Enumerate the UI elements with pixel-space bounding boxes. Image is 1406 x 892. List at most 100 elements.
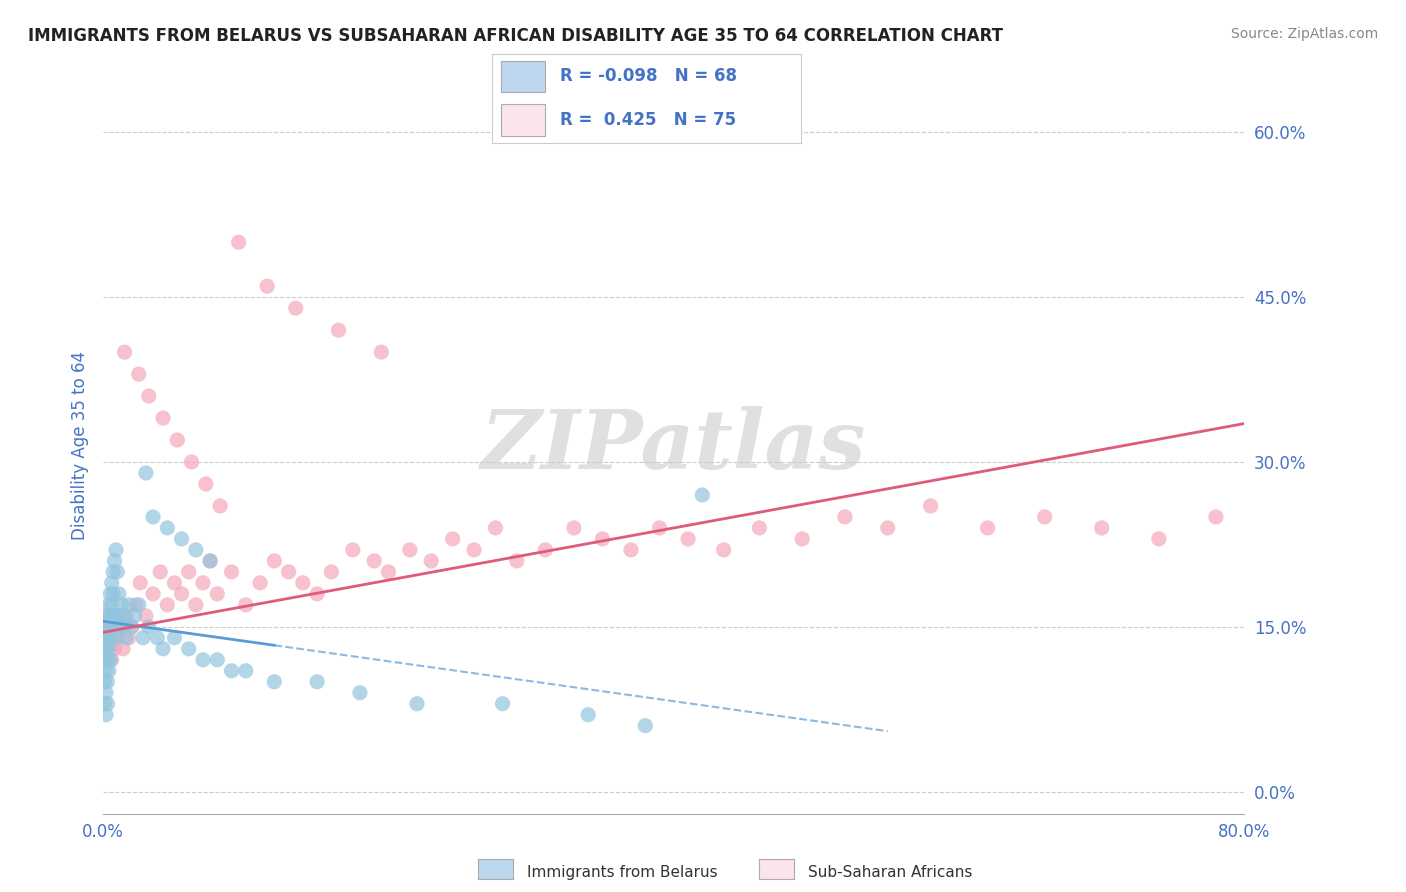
Point	[180, 455, 202, 469]
Point	[138, 389, 160, 403]
Point	[1091, 521, 1114, 535]
Point	[124, 608, 146, 623]
Point	[94, 707, 117, 722]
Point	[100, 620, 122, 634]
Point	[263, 554, 285, 568]
Point	[1147, 532, 1170, 546]
Point	[114, 608, 136, 623]
Point	[98, 608, 121, 623]
Point	[93, 697, 115, 711]
Point	[748, 521, 770, 535]
Point	[491, 697, 513, 711]
Point	[163, 631, 186, 645]
Y-axis label: Disability Age 35 to 64: Disability Age 35 to 64	[72, 351, 89, 540]
Point	[101, 587, 124, 601]
Point	[209, 499, 232, 513]
Point	[93, 674, 115, 689]
Point	[648, 521, 671, 535]
Point	[115, 608, 138, 623]
Point	[370, 345, 392, 359]
Point	[142, 510, 165, 524]
Point	[97, 620, 120, 634]
Point	[128, 598, 150, 612]
FancyBboxPatch shape	[502, 61, 544, 92]
Point	[98, 631, 121, 645]
Point	[249, 575, 271, 590]
Point	[97, 641, 120, 656]
Point	[834, 510, 856, 524]
Point	[207, 587, 229, 601]
Point	[194, 477, 217, 491]
Text: Sub-Saharan Africans: Sub-Saharan Africans	[808, 865, 973, 880]
Point	[377, 565, 399, 579]
Point	[96, 653, 118, 667]
Point	[198, 554, 221, 568]
Point	[184, 598, 207, 612]
Point	[692, 488, 714, 502]
Point	[105, 565, 128, 579]
Point	[152, 641, 174, 656]
Text: Source: ZipAtlas.com: Source: ZipAtlas.com	[1230, 27, 1378, 41]
Point	[97, 598, 120, 612]
Point	[110, 620, 132, 634]
Point	[277, 565, 299, 579]
Point	[235, 598, 257, 612]
Point	[876, 521, 898, 535]
Point	[228, 235, 250, 250]
Point	[562, 521, 585, 535]
Point	[104, 542, 127, 557]
Point	[118, 631, 141, 645]
Point	[534, 542, 557, 557]
Point	[128, 367, 150, 381]
Point	[104, 608, 127, 623]
Text: Immigrants from Belarus: Immigrants from Belarus	[527, 865, 718, 880]
Point	[146, 631, 169, 645]
Point	[634, 719, 657, 733]
Point	[103, 641, 125, 656]
Point	[94, 620, 117, 634]
Point	[135, 608, 157, 623]
Point	[307, 587, 329, 601]
Point	[93, 653, 115, 667]
Point	[104, 608, 127, 623]
Point	[138, 620, 160, 634]
Text: R =  0.425   N = 75: R = 0.425 N = 75	[560, 111, 737, 128]
Point	[576, 707, 599, 722]
Point	[94, 664, 117, 678]
Point	[441, 532, 464, 546]
Point	[191, 653, 214, 667]
Point	[94, 641, 117, 656]
Point	[110, 608, 132, 623]
Point	[96, 641, 118, 656]
Point	[105, 620, 128, 634]
Point	[920, 499, 942, 513]
Point	[98, 587, 121, 601]
Point	[93, 631, 115, 645]
Point	[363, 554, 385, 568]
Point	[101, 620, 124, 634]
Point	[284, 301, 307, 315]
Point	[792, 532, 814, 546]
Point	[291, 575, 314, 590]
Point	[207, 653, 229, 667]
Point	[506, 554, 529, 568]
Point	[93, 631, 115, 645]
Point	[177, 565, 200, 579]
Point	[1205, 510, 1227, 524]
Point	[114, 345, 136, 359]
Point	[342, 542, 364, 557]
Point	[184, 542, 207, 557]
Point	[484, 521, 506, 535]
Point	[111, 598, 134, 612]
Point	[100, 653, 122, 667]
Point	[235, 664, 257, 678]
Point	[96, 608, 118, 623]
Text: R = -0.098   N = 68: R = -0.098 N = 68	[560, 67, 737, 85]
Point	[103, 631, 125, 645]
Point	[135, 466, 157, 480]
Point	[118, 598, 141, 612]
Point	[125, 598, 148, 612]
Point	[166, 433, 188, 447]
Point	[349, 686, 371, 700]
Point	[108, 587, 131, 601]
